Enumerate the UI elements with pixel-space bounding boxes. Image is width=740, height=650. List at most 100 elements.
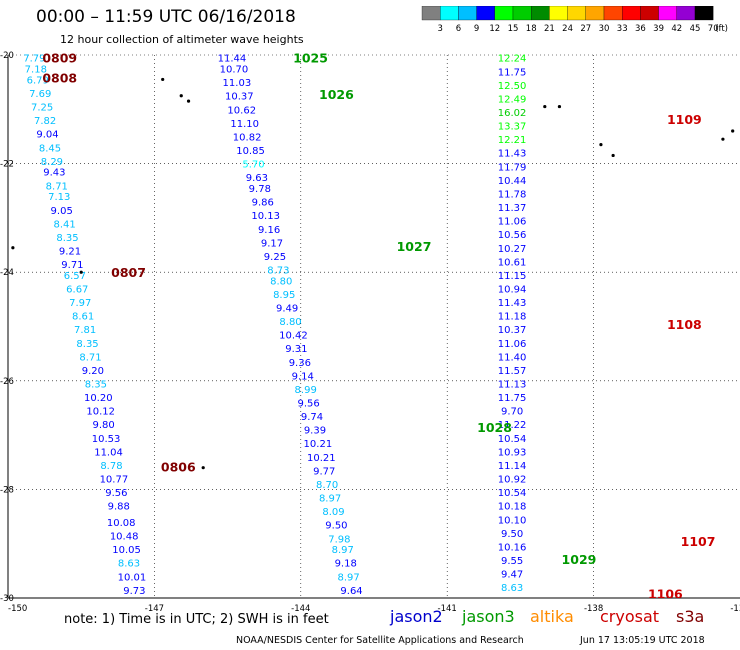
swh-value-label: 7.13	[48, 192, 70, 203]
swh-value-label: 9.50	[501, 529, 523, 540]
swh-value-label: 6.79	[27, 75, 49, 86]
swh-value-label: 8.73	[267, 265, 289, 276]
swh-value-label: 11.06	[498, 217, 527, 228]
color-scale-label: 21	[544, 24, 555, 34]
swh-value-label: 10.21	[304, 439, 333, 450]
x-tick-label: -150	[8, 604, 27, 614]
swh-value-label: 10.56	[498, 230, 527, 241]
swh-value-label: 10.54	[498, 434, 527, 445]
swh-value-label: 8.41	[53, 219, 75, 230]
legend-altika: altika	[530, 607, 574, 626]
pass-time-label: 1026	[319, 87, 354, 102]
swh-value-label: 10.42	[279, 331, 308, 342]
plot-frame	[7, 55, 740, 599]
x-tick-label: -141	[438, 604, 457, 614]
swh-value-label: 10.77	[100, 475, 129, 486]
swh-value-label: 10.08	[107, 518, 136, 529]
color-scale-label: 45	[690, 24, 701, 34]
swh-value-label: 7.81	[74, 325, 96, 336]
swh-value-label: 8.70	[316, 480, 338, 491]
swh-value-label: 12.24	[498, 54, 527, 65]
swh-value-label: 8.95	[273, 290, 295, 301]
swh-value-label: 8.71	[46, 181, 68, 192]
swh-value-label: 13.37	[498, 122, 527, 133]
legend-s3a: s3a	[676, 607, 705, 626]
swh-value-label: 7.82	[34, 116, 56, 127]
swh-value-label: 8.35	[76, 339, 98, 350]
swh-value-label: 9.71	[61, 260, 83, 271]
swh-value-label: 11.14	[498, 461, 527, 472]
swh-value-label: 9.18	[335, 559, 357, 570]
swh-value-label: 9.47	[501, 570, 523, 581]
swh-value-label: 11.43	[498, 149, 527, 160]
swh-value-label: 9.70	[501, 407, 523, 418]
swh-value-label: 8.09	[322, 507, 344, 518]
color-scale-label: 42	[671, 24, 682, 34]
swh-value-label: 9.49	[276, 303, 298, 314]
swh-value-label: 9.88	[108, 502, 130, 513]
swh-value-label: 12.50	[498, 81, 527, 92]
swh-value-label: 8.45	[39, 143, 61, 154]
swh-value-label: 10.05	[112, 545, 141, 556]
island-marker	[721, 137, 725, 141]
swh-value-label: 10.37	[225, 92, 254, 103]
swh-value-label: 9.17	[261, 238, 283, 249]
swh-value-label: 9.31	[285, 344, 307, 355]
color-scale-legend: 3 6 9 12 15 18 21 24 27 30 33 36 39 42 45 70(ft)	[421, 6, 728, 34]
swh-value-label: 10.20	[84, 393, 113, 404]
swh-value-label: 11.43	[498, 298, 527, 309]
swh-value-label: 7.18	[25, 65, 47, 76]
swh-value-label: 11.40	[498, 352, 527, 363]
swh-value-label: 10.21	[307, 453, 336, 464]
color-scale-label: 9	[474, 24, 479, 34]
chart-title: 00:00 – 11:59 UTC 06/16/2018	[36, 7, 296, 27]
color-scale-swatch	[694, 6, 714, 21]
swh-value-label: 9.25	[264, 252, 286, 263]
x-tick-label: -147	[145, 604, 164, 614]
pass-time-label: 0807	[111, 265, 146, 280]
swh-value-label: 8.99	[295, 385, 317, 396]
island-marker	[161, 77, 165, 82]
swh-value-label: 8.78	[100, 461, 122, 472]
swh-value-label: 10.10	[498, 515, 527, 526]
swh-value-label: 11.18	[498, 312, 527, 323]
color-scale-label: 36	[635, 24, 646, 34]
y-tick-label: -20	[0, 51, 14, 61]
swh-value-label: 7.79	[23, 54, 45, 65]
swh-value-label: 10.37	[498, 325, 527, 336]
swh-value-label: 11.13	[498, 380, 527, 391]
swh-value-label: 8.35	[56, 233, 78, 244]
y-tick-label: -26	[0, 377, 14, 387]
pass-time-label: 0808	[42, 70, 77, 85]
swh-value-label: 10.85	[236, 146, 265, 157]
swh-value-label: 9.80	[93, 420, 115, 431]
y-tick-label: -24	[0, 268, 14, 278]
swh-value-label: 10.94	[498, 284, 527, 295]
swh-value-label: 6.67	[66, 284, 88, 295]
swh-value-label: 8.97	[337, 572, 359, 583]
swh-value-label: 8.80	[270, 276, 292, 287]
swh-value-label: 11.22	[498, 420, 527, 431]
swh-value-label: 9.56	[297, 399, 319, 410]
swh-value-label: 10.54	[498, 488, 527, 499]
color-scale-label: 3	[437, 24, 442, 34]
swh-value-label: 10.62	[227, 105, 256, 116]
swh-value-label: 8.63	[501, 583, 523, 594]
swh-value-label: 8.71	[79, 352, 101, 363]
island-marker	[731, 129, 735, 133]
legend-jason2: jason2	[390, 607, 443, 626]
color-scale-label: 18	[526, 24, 537, 34]
swh-value-label: 8.35	[85, 380, 107, 391]
swh-value-label: 10.01	[118, 572, 147, 583]
swh-value-label: 10.82	[233, 132, 262, 143]
swh-value-label: 9.05	[51, 206, 73, 217]
swh-value-label: 6.57	[64, 271, 86, 282]
swh-value-label: 11.79	[498, 162, 527, 173]
swh-value-label: 10.93	[498, 447, 527, 458]
swh-value-label: 11.44	[218, 54, 247, 65]
legend-cryosat: cryosat	[600, 607, 660, 626]
island-marker	[201, 466, 205, 470]
swh-value-label: 10.16	[498, 542, 527, 553]
swh-value-label: 8.29	[41, 157, 63, 168]
swh-value-label: 10.18	[498, 502, 527, 513]
